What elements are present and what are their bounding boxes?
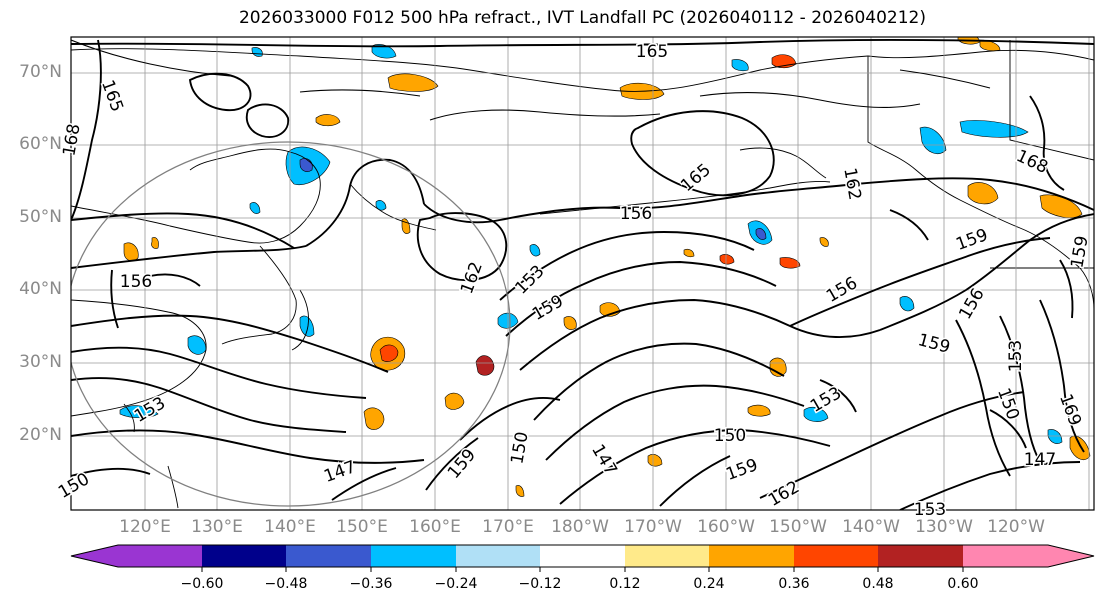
colorbar-tick-label: −0.24 [434, 576, 478, 592]
lat-label-20n: 20°N [19, 425, 62, 445]
lat-label-30n: 30°N [19, 352, 62, 372]
colorbar-tick-label: −0.48 [264, 576, 308, 592]
colorbar-bin [540, 545, 625, 567]
contour-label: 153 [914, 500, 946, 520]
colorbar-tick-label: −0.36 [349, 576, 393, 592]
colorbar-tick-label: 0.36 [778, 576, 810, 592]
colorbar-bin [625, 545, 709, 567]
contour-label: 153 [1006, 340, 1026, 372]
lon-label-150w: 150°W [769, 517, 827, 537]
contour-label: 165 [636, 42, 668, 62]
colorbar-outline [70, 544, 1095, 568]
colorbar-bin [371, 545, 456, 567]
colorbar-tick-label: 0.12 [609, 576, 641, 592]
colorbar-bin [963, 545, 1048, 567]
lon-label-130e: 130°E [191, 517, 243, 537]
lon-label-180w: 180°W [551, 517, 609, 537]
colorbar-bin [286, 545, 371, 567]
colorbar [70, 544, 1095, 572]
colorbar-bin [878, 545, 963, 567]
secondary-contours [71, 39, 991, 121]
lat-label-50n: 50°N [19, 207, 62, 227]
colorbar-extend-low [71, 545, 118, 567]
lon-label-130w: 130°W [915, 517, 973, 537]
contour-label: 150 [993, 385, 1023, 422]
map-title: 2026033000 F012 500 hPa refract., IVT La… [238, 8, 926, 28]
lon-label-120e: 120°E [119, 517, 171, 537]
graticule [71, 37, 1094, 510]
colorbar-tick-label: 0.60 [947, 576, 979, 592]
contour-label: 147 [1024, 450, 1056, 470]
colorbar-tick-label: 0.24 [693, 576, 725, 592]
refractivity-contours [71, 38, 1094, 510]
colorbar-bin [456, 545, 540, 567]
lat-label-60n: 60°N [19, 134, 62, 154]
colorbar-tick-label: −0.12 [518, 576, 562, 592]
lat-label-40n: 40°N [19, 279, 62, 299]
colorbar-bin [202, 545, 286, 567]
lon-label-150e: 150°E [336, 517, 388, 537]
lon-label-160w: 160°W [697, 517, 755, 537]
lon-label-140w: 140°W [842, 517, 900, 537]
contour-label: 168 [59, 122, 84, 157]
lon-label-170e: 170°E [482, 517, 534, 537]
lon-label-140e: 140°E [264, 517, 316, 537]
range-ring [71, 141, 511, 507]
lat-label-70n: 70°N [19, 62, 62, 82]
colorbar-bin [794, 545, 878, 567]
contour-label: 156 [620, 204, 652, 224]
contour-label: 150 [714, 426, 746, 446]
colorbar-tick-label: −0.60 [180, 576, 224, 592]
colorbar-extend-high [1048, 545, 1094, 567]
colorbar-tick-label: 0.48 [862, 576, 894, 592]
lon-label-160e: 160°E [409, 517, 461, 537]
colorbar-bin [118, 545, 202, 567]
lon-label-170w: 170°W [624, 517, 682, 537]
map-frame [70, 36, 1095, 511]
map-plot-area [71, 37, 1094, 510]
colorbar-bin [709, 545, 794, 567]
contour-label: 156 [120, 272, 152, 292]
lon-label-120w: 120°W [987, 517, 1045, 537]
refractivity-shading [119, 37, 1091, 497]
